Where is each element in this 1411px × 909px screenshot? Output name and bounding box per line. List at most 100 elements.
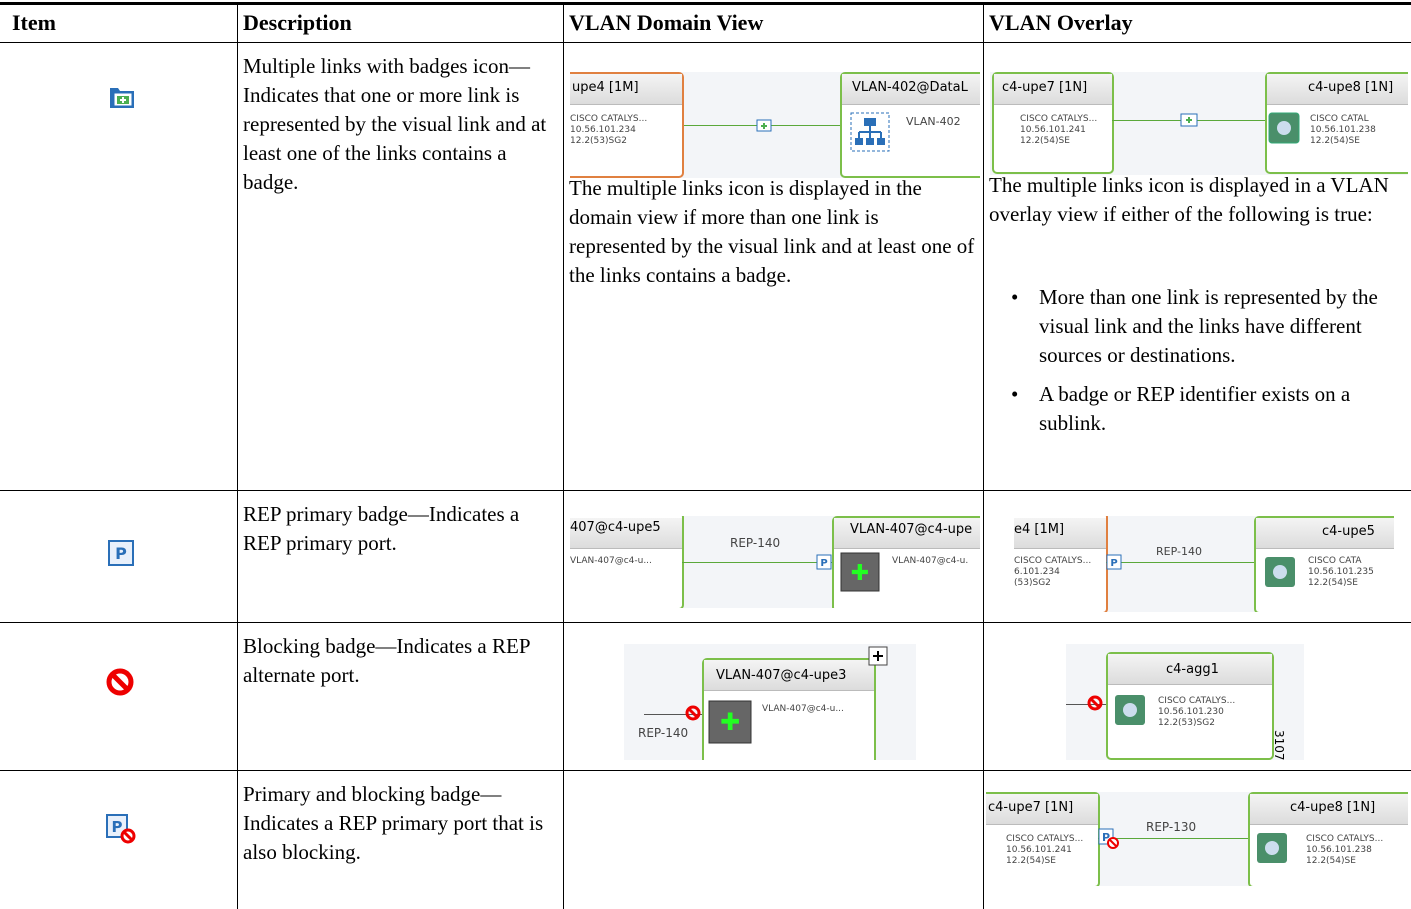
node-info: 12.2(54)SE [1308,578,1358,588]
node-label: c4-agg1 [1166,662,1219,677]
primary-blocking-badge: P [1098,828,1119,849]
vlan-icon: ✚ [708,700,752,744]
node-info: 6.101.234 [1014,567,1060,577]
rule [0,770,1411,771]
node-info: 10.56.101.234 [570,125,636,135]
primary-badge: P [1106,554,1122,570]
description: Primary and blocking badge—Indicates a R… [243,782,544,864]
switch-icon [1257,833,1287,863]
header: VLAN Overlay [989,10,1133,35]
multiple-links-icon [110,88,134,108]
node-info: 10.56.101.241 [1006,845,1072,855]
caption: The multiple links icon is displayed in … [989,173,1389,226]
link-icon [756,119,772,132]
rule [0,2,1411,5]
node-info: 12.2(54)SE [1306,856,1356,866]
link-label: REP-140 [638,726,689,740]
switch-icon [1265,557,1295,587]
rule [237,5,238,909]
rule [983,5,984,909]
node-info: CISCO CATALYS... [1014,556,1092,566]
switch-icon [1268,112,1300,144]
header: Description [243,10,352,35]
node [832,516,980,608]
vlan-icon: ✚ [840,552,880,592]
node-info: 10.56.101.238 [1306,845,1372,855]
node-info: 10.56.101.230 [1158,707,1224,717]
node-info: CISCO CATALYS... [1306,834,1384,844]
link-label: REP-140 [730,536,781,550]
node-label: e4 [1M] [1014,522,1065,537]
bullet: More than one link is represented by the… [989,283,1401,370]
header: Item [12,10,56,35]
link-label: REP-140 [1156,545,1202,558]
node-info: CISCO CATALYS... [1006,834,1084,844]
node-label: c4-upe8 [1N] [1290,800,1376,815]
svg-text:P: P [1102,831,1110,844]
node-label: c4-upe7 [1N] [988,800,1074,815]
header: VLAN Domain View [569,10,764,35]
blocking-badge [1087,695,1103,711]
screenshot: e4 [1M] CISCO CATALYS... 6.101.234 (53)S… [1014,516,1394,612]
link-label: REP-130 [1146,820,1197,834]
screenshot: 407@c4-upe5 VLAN-407@c4-u... REP-140 P V… [570,516,980,608]
primary-badge: P [816,554,832,570]
node-info: CISCO CATALYS... [570,114,648,124]
description: Multiple links with badges icon—Indicate… [243,54,547,194]
node [1014,516,1108,612]
node-label: upe4 [1M] [572,80,639,95]
node-info: 12.2(54)SE [1020,136,1070,146]
svg-text:✚: ✚ [720,708,740,736]
node-info: (53)SG2 [1014,578,1051,588]
link [1066,704,1106,705]
node-label: VLAN-407@c4-upe3 [716,668,847,683]
link [1106,562,1254,563]
svg-text:P: P [1110,558,1117,569]
node [992,72,1114,174]
node-label: c4-upe7 [1N] [1002,80,1088,95]
node-info: VLAN-407@c4-u... [570,556,652,566]
rule [0,622,1411,623]
svg-text:P: P [112,818,123,836]
blocking-badge-icon [106,668,134,696]
node-info: CISCO CATA [1308,556,1362,566]
node-info: 10.56.101.235 [1308,567,1374,577]
node-label: c4-upe5 [1322,524,1375,539]
screenshot: c4-upe7 [1N] CISCO CATALYS... 10.56.101.… [990,72,1408,175]
node-info: 10.56.101.241 [1020,125,1086,135]
link [1098,838,1248,839]
node-info: VLAN-407@c4-u. [892,556,969,566]
expand-icon [868,646,888,666]
node-info: CISCO CATALYS... [1158,696,1236,706]
link [682,562,832,563]
node-info: 12.2(54)SE [1006,856,1056,866]
node-info: CISCO CATALYS... [1020,114,1098,124]
screenshot: VLAN-407@c4-upe3 ✚ VLAN-407@c4-u... REP-… [624,644,916,760]
node [570,72,684,178]
svg-text:✚: ✚ [851,561,869,586]
node-info: VLAN-407@c4-u... [762,704,844,714]
node-info: CISCO CATAL [1310,114,1369,124]
node-info: 12.2(53)SG2 [570,136,627,146]
node-info: VLAN-402 [906,115,961,128]
rule [563,5,564,909]
node-info: 10.56.101.238 [1310,125,1376,135]
primary-badge-icon: P [108,540,134,566]
bullet: A badge or REP identifier exists on a su… [989,380,1401,438]
link-icon [1180,113,1198,127]
vlan-icon [850,112,890,152]
node [986,792,1100,886]
rule [0,42,1411,43]
node-label: c4-upe8 [1N] [1308,80,1394,95]
blocking-badge [685,705,701,721]
node-label: VLAN-407@c4-upe [850,522,973,537]
caption: The multiple links icon is displayed in … [569,176,975,287]
node-label: 407@c4-upe5 [570,520,661,535]
svg-text:P: P [115,544,127,563]
screenshot: c4-upe7 [1N] CISCO CATALYS... 10.56.101.… [986,792,1408,886]
node-info: 12.2(53)SG2 [1158,718,1215,728]
svg-text:P: P [820,558,827,569]
screenshot: c4-agg1 CISCO CATALYS... 10.56.101.230 1… [1066,644,1304,760]
rule [0,490,1411,491]
